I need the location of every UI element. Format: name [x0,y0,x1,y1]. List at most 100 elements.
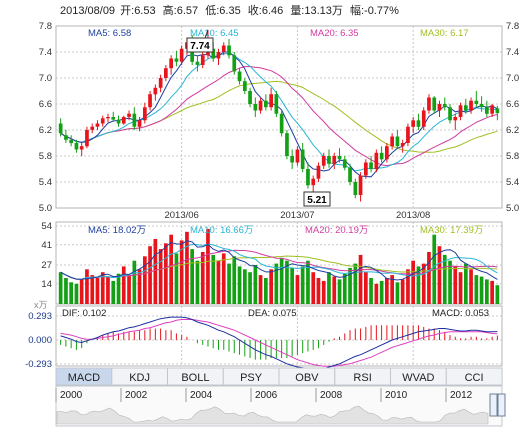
macd-lines [60,316,498,370]
candle-body [269,94,273,108]
candle-body [458,105,463,117]
volume-bar [437,246,442,304]
volume-bar [264,278,268,304]
volume-bar [79,279,84,304]
change-label: 幅: [350,4,364,17]
vol-ma20-line [60,249,498,280]
candle [321,152,326,169]
candle [311,175,316,195]
tab-psy[interactable]: PSY [222,367,280,386]
volume-bar [385,278,389,304]
volume-bar [237,266,242,304]
candle-body [195,61,200,65]
tab-rsi[interactable]: RSI [334,367,392,386]
candle-body [306,169,310,186]
volume-bar [111,280,116,304]
vol-legend-ma20: MA20: 20.19万 [305,225,368,236]
volume-bar [100,272,105,304]
volume-bar [400,279,405,304]
change-value: -0.77% [364,5,399,17]
volume-bar [132,260,137,304]
price-tick-label: 7.4 [506,47,519,58]
volume-bar [64,278,68,304]
candle [195,55,200,72]
volume-bar [85,269,89,304]
tab-kdj[interactable]: KDJ [111,367,169,386]
overview-year-label: 2012 [450,390,473,401]
tab-cci[interactable]: CCI [445,367,503,386]
candle-body [200,55,205,65]
candle-body [453,117,458,121]
candle [306,162,310,189]
candle-body [316,165,321,179]
candle [279,110,284,137]
volume-tick-label: 14 [41,279,52,290]
volume-bar [58,272,63,304]
candle-body [485,107,489,114]
candle-body [490,105,494,114]
tab-macd[interactable]: MACD [55,367,113,386]
tab-wvad[interactable]: WVAD [390,367,447,386]
overview-right-handle[interactable] [497,393,506,417]
volume-bar [211,254,216,304]
candlesticks [58,29,500,202]
volume-bar [337,279,342,304]
candle-body [337,156,342,160]
candle-body [243,81,247,91]
svg-text:5.21: 5.21 [307,195,327,206]
volume-bar [353,263,358,304]
candle-body [421,110,426,127]
volume-bar [174,253,179,304]
candle [327,149,331,168]
volume-bar [411,260,415,304]
tab-label: OBV [295,372,319,384]
low-callout: 5.21 [303,191,331,207]
volume-bar [479,276,484,304]
price-tick-label: 6.2 [506,125,519,136]
volume-bar [485,279,489,304]
volume-bar [169,234,173,304]
candle-body [69,139,73,144]
candle [221,42,226,56]
price-tick-label: 6.6 [506,99,519,110]
volume-bar [300,266,305,304]
tab-obv[interactable]: OBV [278,367,336,386]
dif-legend: DIF: 0.102 [62,308,106,319]
volume-ma-lines [60,240,498,281]
candle-body [348,167,352,182]
candle [495,105,500,121]
legend-ma30: MA30: 6.17 [420,28,469,39]
candle [332,152,337,169]
candle [174,50,179,67]
candle [158,74,163,93]
candle [395,130,400,149]
candle [216,48,221,65]
candle-body [132,113,137,127]
volume-bar [427,252,431,304]
overview-left-handle[interactable] [489,393,498,417]
candle-body [427,97,431,111]
candle-body [174,58,179,62]
candle-body [464,105,468,111]
tab-boll[interactable]: BOLL [167,367,224,386]
candle-body [111,117,116,120]
candle-body [442,104,447,108]
price-tick-label: 7.4 [39,47,52,58]
candle [74,139,79,153]
macd-tick-label: 0.000 [28,335,52,346]
candle-body [290,156,294,163]
candle-body [137,120,142,127]
candle-body [448,107,452,121]
candle-body [64,135,68,140]
tab-label: CCI [465,372,484,384]
candle-body [300,149,305,169]
volume-bar [448,260,452,304]
candle-body [143,107,147,121]
x-tick-label: 2013/07 [280,210,314,221]
candle [464,98,468,114]
indicator-tabs: MACD KDJ BOLL PSY OBV RSI WVAD CCI [55,367,503,386]
candle [253,97,258,117]
candle [390,133,394,150]
